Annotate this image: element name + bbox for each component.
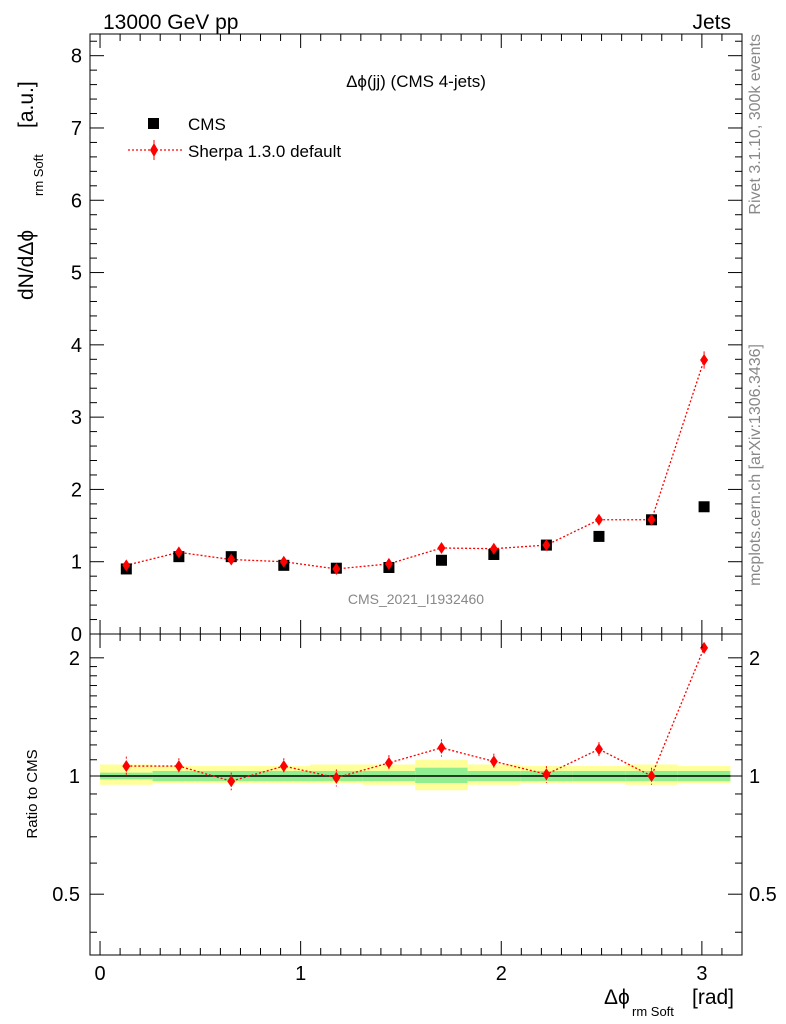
main-y-tick-label: 8: [71, 46, 82, 68]
mc-data-point: [647, 513, 656, 526]
ratio-data-point: [227, 775, 236, 788]
x-axis-label: Δϕ rm Soft [rad]: [604, 986, 734, 1019]
ratio-dotted-connector: [126, 647, 705, 782]
ratio-uncertainty-bands: [100, 759, 731, 791]
ratio-y-tick-label-right: 2: [749, 648, 760, 670]
mc-dotted-connector: [126, 359, 705, 570]
mc-data-point: [122, 559, 131, 572]
main-y-tick-label-zero: 0: [71, 624, 82, 646]
ratio-data-point: [542, 768, 551, 781]
main-y-tick-label: 5: [71, 263, 82, 285]
cms-data-point: [435, 554, 447, 566]
mc-data-point: [594, 513, 603, 526]
mc-data-point: [437, 541, 446, 554]
legend-sherpa-label: Sherpa 1.3.0 default: [188, 142, 341, 161]
ratio-y-axis-label: Ratio to CMS: [24, 749, 41, 838]
mc-data-point: [384, 557, 393, 570]
main-y-tick-label: 7: [71, 118, 82, 140]
x-tick-label: 2: [496, 963, 507, 985]
mc-data-point: [542, 539, 551, 552]
rivet-version-label: Rivet 3.1.10, 300k events: [747, 34, 764, 215]
main-y-axis-label: dN/dΔϕ rm Soft [a.u.]: [15, 81, 46, 300]
cms-data-point: [698, 501, 710, 513]
ratio-y-tick-label-left: 1: [69, 766, 80, 788]
x-axis-label-subscript: rm Soft: [632, 1004, 674, 1019]
ratio-data-point: [384, 756, 393, 769]
x-axis-label-main: Δϕ: [604, 986, 630, 1009]
ratio-y-tick-label-left: 2: [69, 648, 80, 670]
ratio-series-line: [126, 647, 705, 782]
mc-series-line: [126, 359, 705, 570]
main-y-tick-label: 2: [71, 479, 82, 501]
mc-data-point: [700, 354, 709, 367]
x-tick-label: 0: [94, 963, 105, 985]
main-y-tick-label: 4: [71, 335, 82, 357]
ratio-data-point: [174, 760, 183, 773]
ratio-panel-frame: [89, 633, 743, 956]
ratio-data-point: [700, 641, 709, 654]
mc-data-point: [279, 555, 288, 568]
header-process-label: Jets: [692, 11, 731, 34]
x-tick-label: 1: [295, 963, 306, 985]
ratio-y-tick-label-right: 0.5: [749, 884, 777, 906]
mc-data-point: [332, 562, 341, 575]
ratio-data-point: [647, 770, 656, 783]
ratio-y-tick-label-right: 1: [749, 766, 760, 788]
main-plot-title: Δϕ(jj) (CMS 4-jets): [346, 72, 486, 91]
analysis-watermark: CMS_2021_I1932460: [348, 591, 484, 607]
legend: CMS Sherpa 1.3.0 default: [128, 115, 341, 161]
main-y-axis-label-subscript: rm Soft: [31, 154, 46, 196]
main-y-tick-label: 3: [71, 407, 82, 429]
ratio-data-point: [332, 771, 341, 784]
ratio-data-point: [594, 743, 603, 756]
main-y-axis-label-main: dN/dΔϕ: [15, 230, 38, 300]
main-y-tick-label: 6: [71, 190, 82, 212]
x-tick-label: 3: [696, 963, 707, 985]
cms-data-point: [593, 530, 605, 542]
main-data-marks: [120, 351, 710, 575]
mc-data-point: [489, 542, 498, 555]
mcplots-reference-label: mcplots.cern.ch [arXiv:1306.3436]: [747, 344, 764, 586]
ratio-data-point: [489, 755, 498, 768]
mc-data-point: [227, 553, 236, 566]
ratio-data-point: [437, 741, 446, 754]
ratio-data-point: [122, 760, 131, 773]
ratio-data-point: [279, 760, 288, 773]
main-y-axis-label-unit: [a.u.]: [15, 81, 38, 128]
ratio-data-marks: [122, 641, 709, 791]
main-panel-axes: 1 2 3 4 5 6 7 8 0: [71, 33, 743, 646]
main-y-tick-label: 1: [71, 552, 82, 574]
ratio-panel-axes: 0.5 0.5 1 1 2 2 0 1 2 3: [52, 633, 777, 985]
legend-cms-label: CMS: [188, 115, 226, 134]
ratio-y-tick-label-left: 0.5: [52, 884, 80, 906]
legend-cms-marker: [148, 118, 159, 129]
mc-data-point: [174, 546, 183, 559]
header-energy-label: 13000 GeV pp: [103, 11, 238, 34]
x-axis-label-unit: [rad]: [692, 986, 734, 1009]
